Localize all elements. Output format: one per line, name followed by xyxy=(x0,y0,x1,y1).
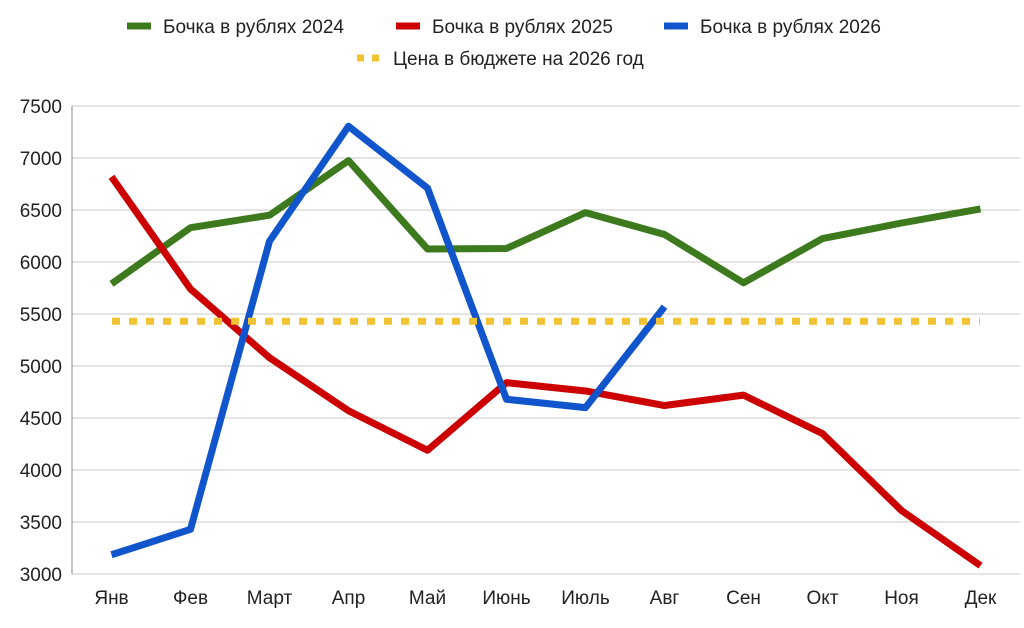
data-point xyxy=(108,173,115,180)
data-point xyxy=(187,526,194,533)
data-point xyxy=(582,318,589,325)
data-point xyxy=(819,430,826,437)
gridlines xyxy=(72,105,1020,575)
y-tick-label: 6000 xyxy=(20,253,62,274)
data-point xyxy=(898,507,905,514)
data-point xyxy=(582,387,589,394)
x-tick-label: Ноя xyxy=(884,588,919,609)
data-point xyxy=(977,318,984,325)
x-tick-label: Июль xyxy=(561,588,610,609)
x-tick-label: Апр xyxy=(332,588,366,609)
x-tick-label: Март xyxy=(247,588,293,609)
legend-label: Бочка в рублях 2025 xyxy=(432,17,613,38)
data-point xyxy=(424,318,431,325)
series-3 xyxy=(108,122,668,559)
x-tick-label: Фев xyxy=(173,588,208,609)
series-1 xyxy=(108,157,984,287)
y-tick-label: 4000 xyxy=(20,461,62,482)
y-tick-label: 3500 xyxy=(20,513,62,534)
data-point xyxy=(345,123,352,130)
legend-item: Бочка в рублях 2024 xyxy=(127,17,344,38)
series-line xyxy=(109,157,982,287)
legend-label: Бочка в рублях 2024 xyxy=(163,17,344,38)
x-tick-label: Июнь xyxy=(482,588,530,609)
data-point xyxy=(345,318,352,325)
data-point xyxy=(266,238,273,245)
y-tick-label: 5000 xyxy=(20,357,62,378)
data-point xyxy=(977,562,984,569)
x-tick-label: Окт xyxy=(806,588,838,609)
data-point xyxy=(661,402,668,409)
data-point xyxy=(187,318,194,325)
data-point xyxy=(661,303,668,310)
y-tick-label: 4500 xyxy=(20,409,62,430)
series-line xyxy=(108,174,983,569)
data-point xyxy=(266,354,273,361)
legend-label: Бочка в рублях 2026 xyxy=(700,17,881,38)
data-point xyxy=(424,185,431,192)
data-point xyxy=(266,318,273,325)
data-point xyxy=(345,157,352,164)
series-4 xyxy=(108,317,984,325)
legend-label: Цена в бюджете на 2026 год xyxy=(393,49,644,70)
legend: Бочка в рублях 2024 Бочка в рублях 2025 Бо… xyxy=(127,17,881,70)
data-point xyxy=(661,231,668,238)
y-tick-label: 5500 xyxy=(20,305,62,326)
y-tick-label: 6500 xyxy=(20,201,62,222)
series-lines xyxy=(108,122,984,569)
x-tick-label: Сен xyxy=(726,588,761,609)
x-tick-label: Дек xyxy=(965,588,997,609)
data-point xyxy=(582,209,589,216)
data-point xyxy=(819,235,826,242)
data-point xyxy=(740,279,747,286)
data-point xyxy=(266,212,273,219)
data-point xyxy=(424,246,431,253)
y-tick-label: 7500 xyxy=(20,97,62,118)
data-point xyxy=(345,407,352,414)
data-point xyxy=(503,318,510,325)
legend-item: Бочка в рублях 2026 xyxy=(664,17,881,38)
data-point xyxy=(108,318,115,325)
data-point xyxy=(740,318,747,325)
data-point xyxy=(819,318,826,325)
series-2 xyxy=(108,173,984,569)
data-point xyxy=(108,551,115,558)
legend-item: Бочка в рублях 2025 xyxy=(396,17,613,38)
x-tick-label: Янв xyxy=(94,588,128,609)
data-point xyxy=(187,286,194,293)
x-axis: Янв Фев Март Апр Май Июнь Июль Авг Сен Окт Ноя Дек xyxy=(94,588,997,609)
y-tick-label: 3000 xyxy=(20,565,62,586)
data-point xyxy=(740,392,747,399)
data-point xyxy=(977,205,984,212)
data-point xyxy=(424,447,431,454)
data-point xyxy=(661,318,668,325)
legend-item: Цена в бюджете на 2026 год xyxy=(357,49,644,70)
data-point xyxy=(898,318,905,325)
data-point xyxy=(108,280,115,287)
data-point xyxy=(582,404,589,411)
y-tick-label: 7000 xyxy=(20,149,62,170)
x-tick-label: Май xyxy=(409,588,446,609)
data-point xyxy=(187,224,194,231)
x-tick-label: Авг xyxy=(650,588,680,609)
data-point xyxy=(503,245,510,252)
data-point xyxy=(898,220,905,227)
y-axis: 3000 3500 4000 4500 5000 5500 6000 6500 7000 7500 xyxy=(20,97,73,586)
series-line xyxy=(110,122,668,559)
data-point xyxy=(503,396,510,403)
